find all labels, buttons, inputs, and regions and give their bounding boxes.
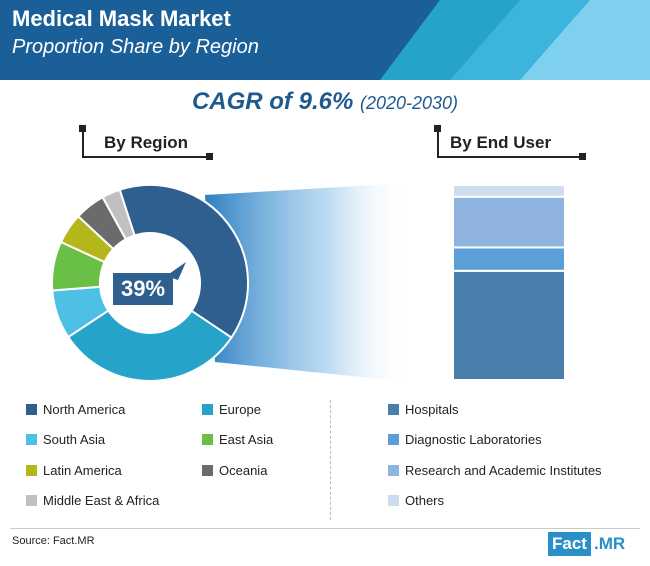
bracket-right-dot — [434, 125, 441, 132]
legend-divider — [330, 400, 331, 520]
cagr-heading: CAGR of 9.6% (2020-2030) — [0, 88, 650, 116]
projection-beam — [205, 183, 410, 382]
legend-label: East Asia — [219, 432, 274, 447]
header-background — [0, 0, 650, 80]
by-region-label: By Region — [104, 133, 189, 152]
legend-label: Hospitals — [405, 402, 459, 417]
legend-swatch — [26, 434, 37, 445]
bar-segment-hospitals — [452, 269, 566, 381]
legend-item-south-asia: South Asia — [26, 432, 105, 447]
bar-segment-others — [452, 184, 566, 198]
donut-slice-middle-east-africa — [101, 188, 136, 241]
cagr-years: (2020-2030) — [359, 93, 459, 113]
donut-slice-europe — [66, 309, 233, 382]
legend-swatch — [388, 495, 399, 506]
legend-label: Research and Academic Institutes — [405, 463, 602, 478]
donut-slice-north-america — [118, 184, 249, 339]
bracket-right-underline — [437, 156, 585, 158]
legend-label: Middle East & Africa — [43, 493, 160, 508]
legend-item-north-america: North America — [26, 402, 125, 417]
factmr-logo: Fact .MR — [548, 532, 638, 556]
source-note: Source: Fact.MR — [12, 535, 95, 547]
page-title: Medical Mask Market — [12, 6, 231, 31]
legend-item-east-asia: East Asia — [202, 432, 273, 447]
legend-swatch — [26, 465, 37, 476]
cagr-text: CAGR of 9.6% — [191, 88, 354, 115]
legend-item-research-academic: Research and Academic Institutes — [388, 463, 602, 478]
footer-rule — [10, 528, 640, 529]
legend-swatch — [26, 404, 37, 415]
logo-fact: Fact — [548, 532, 591, 556]
legend-item-europe: Europe — [202, 402, 261, 417]
page-subtitle: Proportion Share by Region — [12, 36, 259, 58]
legend-item-diagnostic-laboratories: Diagnostic Laboratories — [388, 432, 542, 447]
legend-label: Diagnostic Laboratories — [405, 432, 542, 447]
by-end-user-label: By End User — [450, 133, 552, 152]
legend-swatch — [388, 404, 399, 415]
legend-swatch — [202, 434, 213, 445]
bracket-left-line — [82, 128, 84, 156]
legend-item-hospitals: Hospitals — [388, 402, 458, 417]
bracket-right-end-dot — [579, 153, 586, 160]
legend-swatch — [26, 495, 37, 506]
legend-label: North America — [43, 402, 126, 417]
legend-swatch — [388, 434, 399, 445]
header-banner: Medical Mask Market Proportion Share by … — [0, 0, 650, 80]
bar-segment-diagnostic-laboratories — [452, 246, 566, 272]
logo-mr: .MR — [593, 534, 626, 553]
bracket-left-end-dot — [206, 153, 213, 160]
legend-item-oceania: Oceania — [202, 463, 267, 478]
end-user-stacked-bar — [452, 184, 566, 381]
legend-label: South Asia — [43, 432, 106, 447]
bracket-left-dot — [79, 125, 86, 132]
legend-item-middle-east-africa: Middle East & Africa — [26, 493, 159, 508]
legend-label: Latin America — [43, 463, 122, 478]
bracket-right-line — [437, 128, 439, 156]
legend-item-latin-america: Latin America — [26, 463, 122, 478]
legend-swatch — [202, 404, 213, 415]
north-america-share-label: 39% — [113, 273, 173, 305]
legend-swatch — [202, 465, 213, 476]
legend-label: Europe — [219, 402, 261, 417]
legend-swatch — [388, 465, 399, 476]
legend-label: Others — [405, 493, 445, 508]
bracket-left-underline — [82, 156, 212, 158]
bar-segment-research-and-academic-institutes — [452, 195, 566, 249]
legend-label: Oceania — [219, 463, 268, 478]
legend-item-others: Others — [388, 493, 444, 508]
